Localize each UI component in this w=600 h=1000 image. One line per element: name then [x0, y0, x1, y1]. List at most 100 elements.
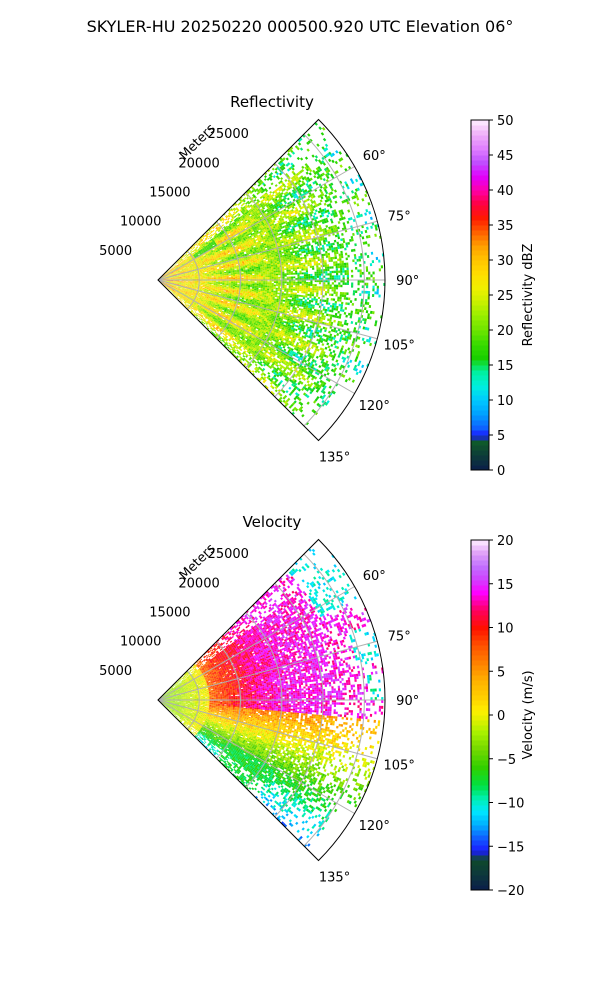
- field-cell: [331, 249, 334, 253]
- field-cell: [352, 292, 356, 296]
- field-cell: [173, 267, 176, 270]
- field-cell: [258, 275, 261, 278]
- field-cell: [310, 281, 313, 285]
- field-cell: [270, 182, 274, 186]
- field-cell: [181, 263, 184, 265]
- field-cell: [288, 286, 291, 289]
- field-cell: [264, 269, 268, 272]
- field-cell: [198, 246, 201, 249]
- field-cell: [184, 253, 187, 256]
- field-cell: [344, 282, 347, 285]
- field-cell: [271, 270, 274, 273]
- field-cell: [222, 235, 225, 238]
- field-cell: [222, 275, 225, 277]
- field-cell: [258, 267, 261, 270]
- field-cell: [249, 210, 252, 214]
- field-cell: [306, 254, 309, 257]
- field-cell: [304, 166, 308, 170]
- field-cell: [233, 212, 237, 215]
- field-cell: [268, 176, 272, 180]
- field-cell: [260, 286, 263, 289]
- field-cell: [280, 161, 285, 165]
- field-cell: [187, 257, 190, 259]
- field-cell: [368, 211, 372, 215]
- field-cell: [256, 269, 259, 271]
- field-cell: [288, 283, 292, 286]
- field-cell: [296, 267, 300, 270]
- field-cell: [256, 285, 259, 287]
- field-cell: [221, 231, 224, 234]
- field-cell: [277, 167, 281, 171]
- field-cell: [179, 257, 182, 260]
- field-cell: [260, 181, 264, 184]
- field-cell: [247, 204, 250, 208]
- field-cell: [169, 269, 172, 272]
- field-cell: [263, 204, 266, 208]
- field-cell: [260, 282, 264, 285]
- field-cell: [304, 248, 308, 251]
- field-cell: [299, 170, 303, 174]
- field-cell: [205, 278, 208, 280]
- field-cell: [177, 265, 180, 268]
- field-cell: [214, 231, 217, 235]
- field-cell: [307, 289, 311, 292]
- field-cell: [215, 240, 218, 243]
- field-cell: [305, 262, 308, 265]
- field-cell: [232, 216, 235, 220]
- field-cell: [329, 270, 332, 274]
- field-cell: [187, 257, 190, 260]
- field-cell: [337, 246, 340, 250]
- field-cell: [282, 273, 285, 276]
- field-cell: [211, 282, 214, 283]
- field-cell: [335, 270, 339, 274]
- field-cell: [212, 229, 215, 232]
- field-cell: [245, 274, 249, 276]
- field-cell: [200, 249, 203, 252]
- field-cell: [323, 155, 327, 159]
- field-cell: [355, 266, 358, 270]
- field-cell: [238, 221, 242, 225]
- field-cell: [243, 277, 246, 279]
- field-cell: [245, 282, 249, 284]
- field-cell: [297, 289, 300, 292]
- field-cell: [215, 229, 218, 232]
- field-cell: [264, 194, 267, 198]
- field-cell: [190, 250, 193, 253]
- field-cell: [248, 281, 251, 283]
- field-cell: [205, 280, 208, 282]
- field-cell: [201, 247, 204, 250]
- field-cell: [193, 251, 196, 254]
- field-cell: [166, 272, 169, 275]
- field-cell: [234, 223, 237, 226]
- field-cell: [257, 200, 261, 203]
- field-cell: [257, 183, 261, 187]
- panel-title: Reflectivity: [230, 93, 314, 111]
- field-cell: [217, 236, 220, 239]
- field-cell: [184, 260, 187, 263]
- field-cell: [291, 258, 294, 261]
- field-cell: [197, 249, 200, 251]
- field-cell: [193, 253, 196, 256]
- field-cell: [249, 200, 253, 204]
- field-cell: [281, 265, 284, 267]
- field-cell: [282, 283, 285, 285]
- field-cell: [237, 220, 241, 224]
- field-cell: [237, 273, 240, 275]
- field-cell: [266, 197, 270, 201]
- field-cell: [243, 276, 246, 278]
- field-cell: [278, 281, 281, 284]
- field-cell: [303, 287, 306, 290]
- field-cell: [264, 265, 267, 268]
- field-cell: [301, 281, 304, 284]
- field-cell: [243, 273, 246, 275]
- field-cell: [254, 285, 257, 287]
- field-cell: [258, 286, 261, 289]
- field-cell: [285, 264, 289, 267]
- field-cell: [305, 289, 308, 292]
- field-cell: [288, 273, 291, 275]
- field-cell: [244, 212, 248, 215]
- field-cell: [286, 283, 289, 286]
- field-cell: [256, 276, 259, 278]
- field-cell: [346, 262, 349, 266]
- field-cell: [316, 286, 319, 289]
